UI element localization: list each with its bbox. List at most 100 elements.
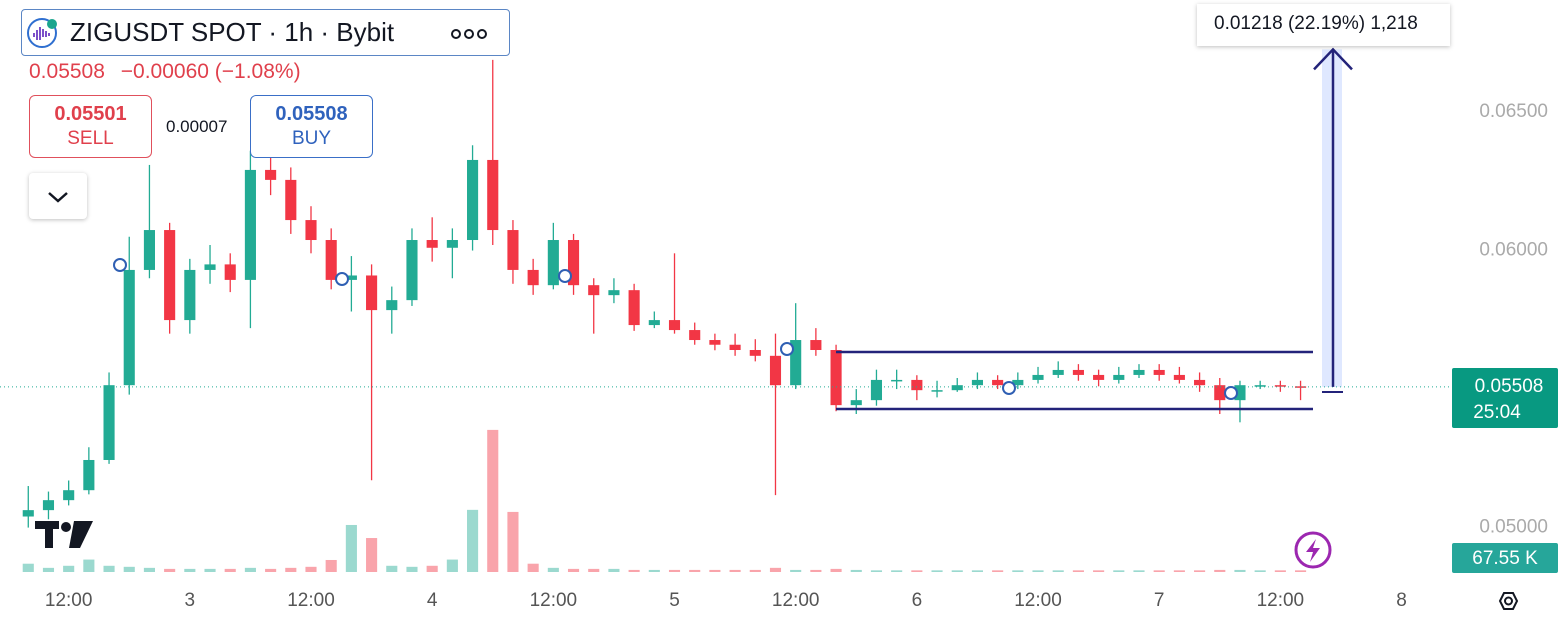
event-marker[interactable] [335,272,349,286]
volume-bar [265,568,277,572]
volume-bar [204,568,216,572]
volume-bar [527,563,539,572]
volume-bar [22,563,34,572]
volume-bar [1012,570,1024,572]
volume-bar [103,565,115,572]
volume-bar [224,568,236,572]
buy-button[interactable]: 0.05508 BUY [250,95,373,158]
collapse-button[interactable] [29,173,87,219]
candle-body [1052,369,1064,375]
candle-body [709,340,721,345]
volume-bar [487,429,499,572]
event-marker[interactable] [558,269,572,283]
settings-button[interactable] [1498,592,1519,610]
series-layer: 12:00 3 12:00 4 12:00 5 12:00 6 12:00 7 12:00 8 0.05… [0,47,1548,611]
candle-body [1093,374,1105,380]
candle-body [1173,374,1185,380]
candle-body [971,379,983,386]
candle-body [911,379,923,391]
volume-bar [992,570,1004,572]
candle-body [567,240,580,286]
chevron-icon [48,192,68,203]
exchange-logo [27,18,57,48]
flash-button[interactable] [1294,531,1332,569]
volume-bar [164,568,176,572]
candle-body [1072,369,1084,375]
volume-bar [305,566,317,572]
volume-bar [345,524,357,572]
x-tick-label: 12:00 [287,590,335,611]
volume-bar [1173,570,1185,572]
candle-body [83,459,95,491]
volume-bar [628,569,640,572]
candle-body [204,264,216,270]
candle-body [1032,374,1044,380]
volume-bar [42,567,55,572]
volume-bar [830,568,842,572]
event-marker[interactable] [780,342,794,356]
volume-bar [406,566,418,572]
event-marker[interactable] [1002,381,1016,395]
volume-bar [83,559,95,572]
candle-body [648,320,660,326]
candle-body [305,220,317,241]
measure-arrowhead [1313,47,1353,71]
event-marker[interactable] [113,258,127,272]
candle-body [244,169,256,280]
volume-bar [1072,570,1084,572]
more-button[interactable] [450,28,490,40]
candle-body [325,240,337,280]
candle-body [366,275,378,311]
x-tick-label: 12:00 [1257,590,1305,611]
candle-body [1214,385,1226,401]
volume-bar [870,570,883,572]
candle-body [628,290,640,326]
volume-label-box [1452,543,1558,573]
price-change-line: 0.05508 −0.00060 (−1.08%) [29,60,301,84]
volume-bar [143,567,155,572]
volume-bar [446,559,458,572]
volume-bar [547,567,559,572]
candle-body [123,269,135,386]
volume-bar [244,567,256,572]
volume-bar [325,559,337,572]
volume-bar [749,569,761,572]
candle-body [386,300,398,311]
symbol-header[interactable]: ZIGUSDT SPOT · 1h · Bybit [21,9,510,56]
volume-bar [971,570,983,572]
volume-bar [184,568,196,572]
volume-bar [911,570,923,572]
candle-body [931,390,943,392]
volume-bar [648,569,660,572]
candle-body [790,340,802,386]
candle-body [265,169,277,180]
volume-bar [285,567,297,572]
price-change: −0.00060 (−1.08%) [120,60,301,83]
volume-bar [608,568,620,572]
candle-body [1133,369,1145,375]
candle-body [1113,374,1125,380]
volume-bar [689,569,701,572]
x-tick-label: 12:00 [772,590,820,611]
candle-body [487,159,499,231]
volume-bar [567,568,580,572]
x-tick-label: 4 [427,590,438,611]
volume-bar [1234,569,1246,572]
candle-body [547,240,559,286]
candle-body [668,320,681,331]
sell-button[interactable]: 0.05501 SELL [29,95,152,158]
candle-body [467,159,479,241]
candle-body [527,269,539,286]
candle-body [103,385,115,460]
candle-body [446,240,458,248]
y-tick-label: 0.06000 [1479,240,1548,261]
candle-body [507,230,519,270]
y-tick-label: 0.06500 [1479,101,1548,122]
volume-bar [729,569,741,572]
volume-bar [366,538,378,572]
volume-bar [63,565,75,572]
candle-body [749,350,761,356]
event-marker[interactable] [1224,386,1238,400]
volume-bar [668,569,681,572]
sell-price: 0.05501 [54,103,127,125]
